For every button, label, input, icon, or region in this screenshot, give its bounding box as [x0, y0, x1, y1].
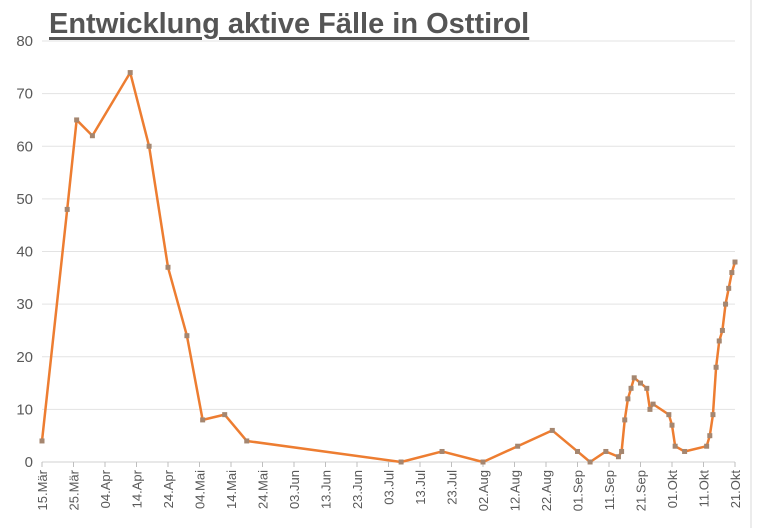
data-point: [628, 385, 634, 391]
y-tick-label: 60: [16, 138, 33, 155]
x-tick-label: 25.Mär: [67, 469, 82, 510]
x-tick-label: 21.Sep: [634, 470, 649, 511]
data-point: [64, 206, 70, 212]
data-point: [672, 443, 678, 449]
data-point: [631, 375, 637, 381]
x-tick-label: 14.Mai: [224, 470, 239, 509]
data-point: [669, 422, 675, 428]
chart-title: Entwicklung aktive Fälle in Osttirol: [49, 8, 530, 40]
data-point: [704, 443, 710, 449]
data-point: [222, 412, 228, 418]
data-point: [625, 396, 631, 402]
data-point: [575, 448, 580, 454]
data-point: [146, 143, 152, 149]
x-tick-label: 11.Okt: [697, 470, 712, 508]
y-tick-label: 10: [16, 401, 33, 418]
data-point: [647, 406, 653, 412]
data-point: [707, 433, 713, 439]
data-point: [89, 133, 95, 139]
data-point: [719, 327, 725, 333]
y-tick-label: 20: [16, 349, 33, 366]
y-tick-label: 50: [16, 191, 33, 208]
y-tick-label: 80: [16, 33, 33, 50]
data-point: [726, 285, 732, 291]
x-tick-label: 23.Jul: [445, 470, 460, 505]
x-tick-label: 04.Mai: [193, 470, 208, 509]
data-point: [398, 459, 404, 465]
data-point: [710, 412, 716, 418]
y-tick-label: 70: [16, 86, 33, 103]
x-tick-label: 04.Apr: [98, 469, 113, 508]
y-tick-label: 30: [16, 296, 33, 313]
x-tick-label: 03.Jun: [287, 470, 302, 509]
x-tick-label: 24.Apr: [161, 469, 176, 508]
data-point: [74, 117, 80, 123]
data-point: [200, 417, 206, 423]
data-point: [244, 438, 250, 444]
x-tick-label: 21.Okt: [728, 470, 743, 509]
data-point: [638, 380, 643, 386]
x-tick-label: 11.Sep: [602, 470, 617, 510]
data-point: [723, 301, 729, 307]
data-point: [127, 70, 133, 76]
y-tick-label: 0: [25, 454, 33, 471]
series-line: [40, 71, 737, 464]
data-point: [549, 427, 555, 433]
x-tick-label: 23.Jun: [350, 470, 365, 509]
data-point: [439, 448, 445, 454]
x-tick-label: 24.Mai: [256, 470, 271, 509]
data-point: [587, 459, 593, 465]
data-point: [732, 259, 738, 265]
data-point: [619, 448, 625, 454]
x-tick-label: 12.Aug: [508, 470, 523, 511]
data-point: [644, 385, 650, 391]
data-point: [184, 333, 190, 339]
data-point: [713, 364, 719, 370]
data-point: [480, 459, 486, 465]
data-point: [165, 264, 171, 270]
data-point: [622, 417, 628, 423]
x-tick-label: 02.Aug: [476, 470, 491, 511]
data-point: [729, 270, 735, 276]
x-tick-label: 14.Apr: [130, 469, 145, 508]
data-point: [39, 438, 45, 444]
y-tick-label: 40: [16, 244, 33, 261]
data-point: [515, 443, 521, 449]
data-point: [666, 412, 672, 418]
x-tick-label: 13.Jun: [319, 470, 334, 509]
data-point: [716, 338, 722, 344]
x-tick-label: 22.Aug: [539, 470, 554, 511]
x-tick-label: 01.Okt: [665, 470, 680, 509]
data-point: [603, 448, 609, 454]
data-point: [650, 401, 656, 407]
data-point: [615, 454, 621, 460]
x-tick-label: 03.Jul: [382, 470, 397, 505]
x-tick-label: 13.Jul: [413, 470, 428, 505]
x-tick-label: 01.Sep: [571, 470, 586, 511]
x-tick-label: 15.Mär: [35, 469, 50, 510]
data-point: [682, 448, 688, 454]
